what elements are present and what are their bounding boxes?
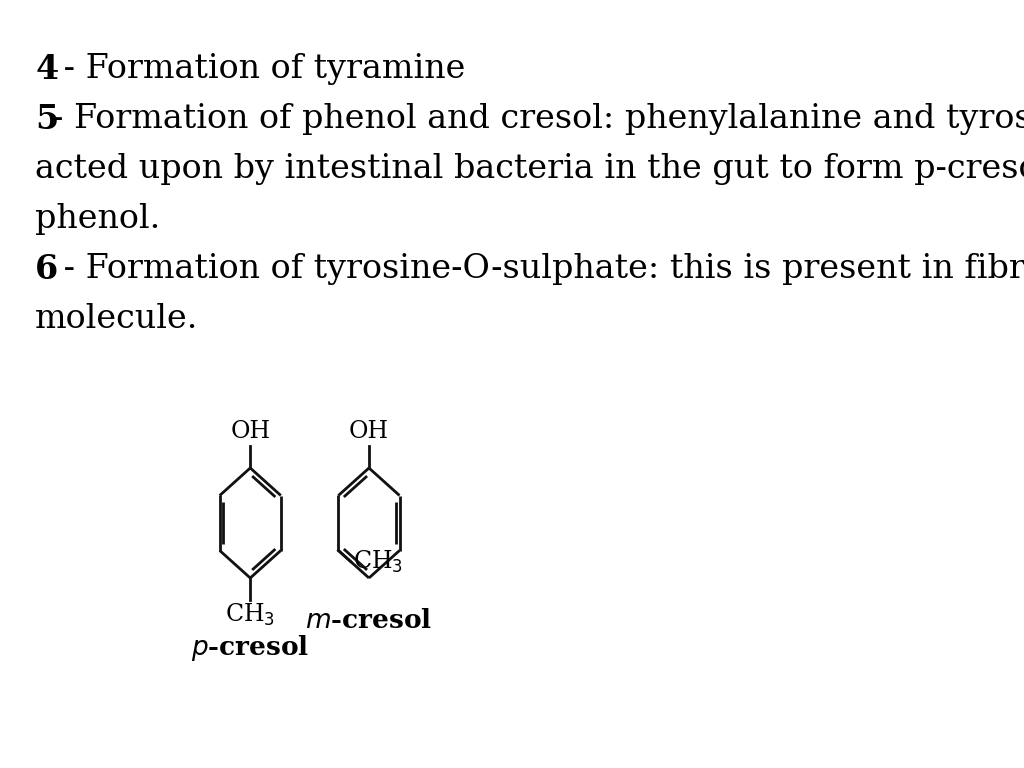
Text: acted upon by intestinal bacteria in the gut to form p-cresol and: acted upon by intestinal bacteria in the… (35, 153, 1024, 185)
Text: 6: 6 (35, 253, 58, 286)
Text: 4: 4 (35, 53, 58, 86)
Text: CH$_3$: CH$_3$ (225, 602, 275, 628)
Text: 5: 5 (35, 103, 58, 136)
Text: $\it{p}$-cresol: $\it{p}$-cresol (191, 633, 309, 663)
Text: - Formation of tyramine: - Formation of tyramine (53, 53, 466, 85)
Text: molecule.: molecule. (35, 303, 199, 335)
Text: - Formation of phenol and cresol: phenylalanine and tyrosine are: - Formation of phenol and cresol: phenyl… (52, 103, 1024, 135)
Text: OH: OH (349, 420, 389, 443)
Text: OH: OH (230, 420, 270, 443)
Text: CH$_3$: CH$_3$ (353, 548, 403, 574)
Text: - Formation of tyrosine-O-sulphate: this is present in fibrinogen: - Formation of tyrosine-O-sulphate: this… (53, 253, 1024, 285)
Text: phenol.: phenol. (35, 203, 161, 235)
Text: $\it{m}$-cresol: $\it{m}$-cresol (305, 608, 432, 633)
